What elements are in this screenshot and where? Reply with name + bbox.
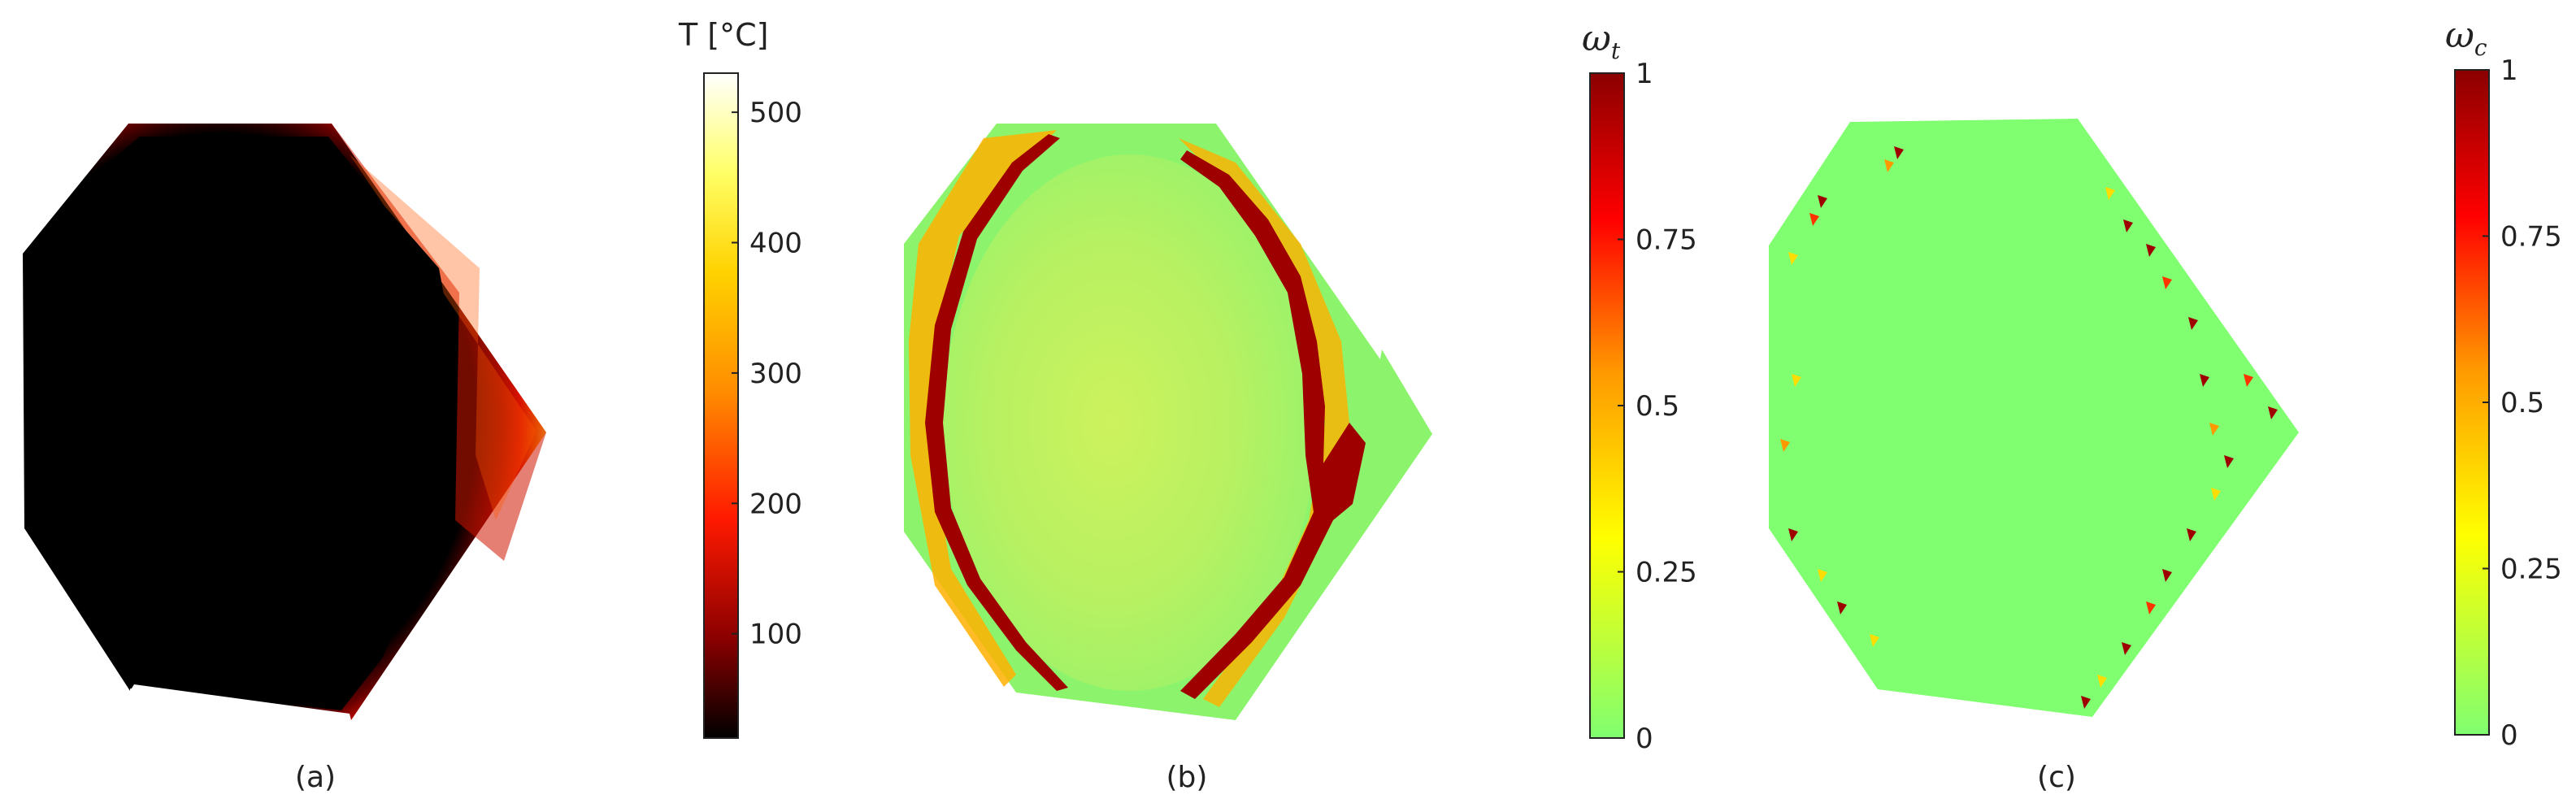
damage-speckle	[2211, 488, 2221, 501]
panel-c-caption: (c)	[2037, 761, 2076, 794]
colorbar-tick-label: 0.75	[1636, 224, 1697, 257]
damage-speckle	[2162, 276, 2172, 289]
damage-speckle	[1818, 195, 1827, 208]
panel-b-caption: (b)	[1166, 761, 1208, 794]
cold-core	[37, 137, 455, 710]
damage-speckle	[1792, 374, 1801, 387]
damage-speckle	[2224, 455, 2234, 468]
panel-a-caption: (a)	[295, 761, 336, 794]
colorbar-tick-label: 200	[749, 488, 802, 520]
damage-speckle	[2123, 219, 2133, 232]
damage-speckle	[2244, 374, 2253, 387]
colorbar-tick-label: 0	[2500, 719, 2518, 752]
compressive-damage-colorbar: ωc 1 0.75 0.5 0.25 0	[2445, 15, 2562, 752]
damage-speckle	[2081, 696, 2091, 709]
tensile-damage-colorbar-title: ωt	[1582, 18, 1621, 64]
panel-a: T [°C] 500 400 300 200 100 (a)	[23, 17, 802, 794]
damage-crack-left	[925, 134, 1068, 691]
damage-speckle	[2209, 423, 2219, 436]
colorbar-tick-label: 0.75	[2500, 221, 2562, 254]
colorbar-tick-label: 300	[749, 358, 802, 390]
damage-speckle	[1780, 439, 1790, 452]
damage-speckle	[2268, 406, 2278, 419]
colorbar-tick-label: 0.25	[2500, 554, 2562, 586]
colorbar-tick-label: 0	[1636, 723, 1653, 755]
temperature-colorbar-ramp	[703, 72, 739, 739]
temperature-colorbar-title: T [°C]	[678, 17, 768, 53]
damage-crack-right	[1180, 150, 1366, 699]
panel-c: ωc 1 0.75 0.5 0.25 0 (c)	[1769, 15, 2562, 794]
damage-speckles	[1780, 146, 2278, 709]
damage-speckle	[1870, 634, 1879, 647]
mesh-section	[1769, 119, 2299, 717]
colorbar-tick-label: 0.25	[1636, 557, 1697, 589]
damage-speckle	[1894, 146, 1904, 159]
compressive-damage-plot	[1769, 119, 2299, 717]
damage-speckle	[1788, 252, 1798, 265]
temperature-colorbar: T [°C] 500 400 300 200 100	[678, 17, 802, 739]
colorbar-tick-label: 0.5	[2500, 387, 2544, 419]
colorbar-tick-label: 400	[749, 228, 802, 260]
damage-speckle	[2200, 374, 2209, 387]
damage-speckle	[2146, 244, 2156, 257]
compressive-damage-colorbar-title: ωc	[2445, 15, 2487, 61]
damage-speckle	[2122, 642, 2131, 655]
damage-speckle	[1837, 601, 1847, 614]
colorbar-tick-label: 1	[2500, 54, 2518, 87]
right-face-heat	[332, 124, 546, 561]
damage-speckle	[2097, 675, 2107, 688]
tensile-damage-plot	[904, 124, 1432, 720]
panel-b: ωt 1 0.75 0.5 0.25 0 (b)	[904, 18, 1697, 794]
damage-speckle	[2162, 569, 2172, 582]
colorbar-tick-label: 0.5	[1636, 390, 1679, 423]
colorbar-tick-label: 100	[749, 619, 802, 651]
colorbar-tick-label: 500	[749, 97, 802, 129]
temperature-field-plot	[23, 124, 546, 720]
damage-speckle	[1809, 213, 1819, 226]
damage-speckle	[1818, 569, 1827, 582]
damage-speckle	[2146, 601, 2156, 614]
damage-speckle	[1884, 159, 1894, 172]
colorbar-tick-label: 1	[1636, 58, 1653, 90]
damage-speckle	[2187, 528, 2196, 541]
damage-speckle	[1788, 528, 1798, 541]
damage-speckle	[2105, 187, 2115, 200]
tensile-damage-colorbar: ωt 1 0.75 0.5 0.25 0	[1582, 18, 1697, 755]
damage-speckle	[2188, 317, 2198, 330]
